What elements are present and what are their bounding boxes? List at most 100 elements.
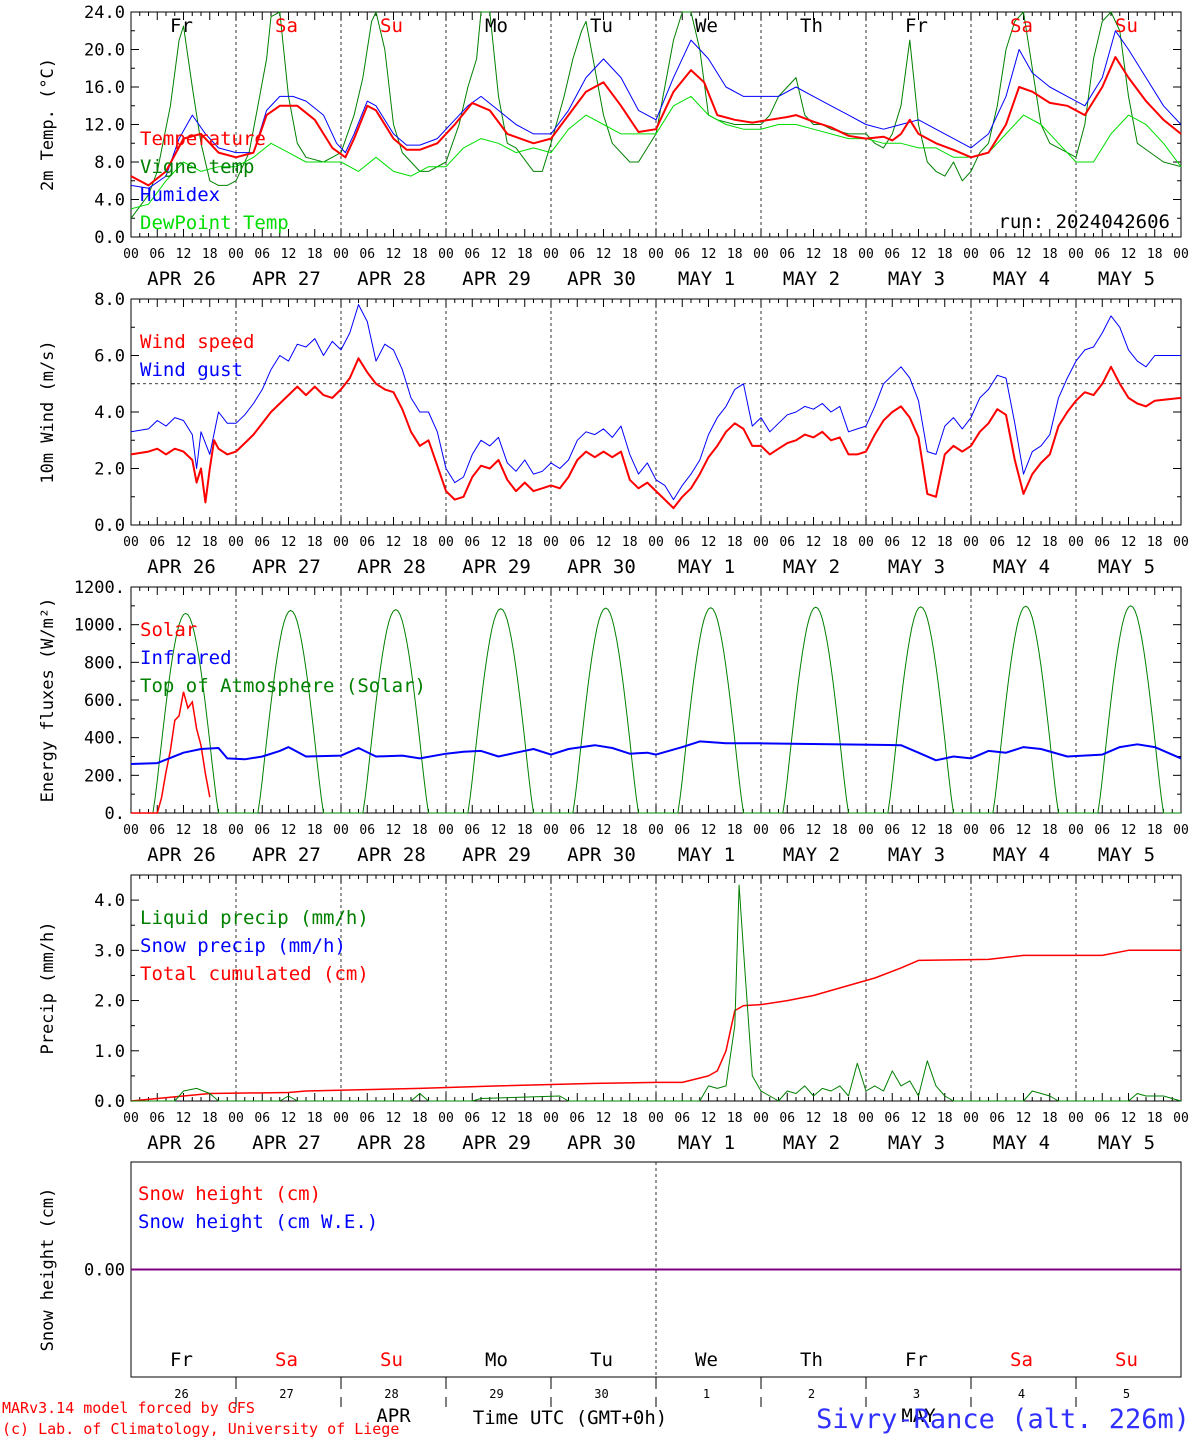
date-label: MAY 4: [993, 556, 1050, 578]
hour-label: 06: [569, 823, 585, 838]
hour-label: 06: [464, 535, 480, 550]
hour-label: 12: [1016, 247, 1032, 262]
day-of-week-label: Sa: [1010, 15, 1033, 37]
y-tick-label: 0.00: [84, 1261, 125, 1281]
hour-label: 00: [753, 823, 769, 838]
month-label-apr: APR: [376, 1405, 411, 1427]
hour-label: 00: [1173, 823, 1189, 838]
hour-label: 06: [674, 535, 690, 550]
y-tick-label: 12.0: [84, 116, 125, 136]
panel-precip: 00 06 12 18 00 06 12 18 00 06 12 18 00 06 12 18 00 06 12 18…: [38, 874, 1189, 1154]
hour-label: 18: [937, 823, 953, 838]
hour-label: 12: [1121, 535, 1137, 550]
hour-label: 18: [1042, 823, 1058, 838]
legend-label: Top of Atmosphere (Solar): [140, 675, 426, 697]
date-label: APR 28: [357, 844, 426, 866]
y-axis-label: Precip (mm/h): [38, 921, 58, 1054]
hour-label: 06: [569, 1111, 585, 1126]
hour-label: 06: [1094, 1111, 1110, 1126]
legend-label: Wind speed: [140, 331, 254, 353]
hour-label: 00: [753, 535, 769, 550]
hour-label: 12: [596, 535, 612, 550]
hour-label: 06: [1094, 823, 1110, 838]
hour-label: 00: [648, 1111, 664, 1126]
hour-label: 00: [963, 535, 979, 550]
hour-label: 18: [307, 535, 323, 550]
legend-label: DewPoint Temp: [140, 212, 289, 234]
date-label: APR 26: [147, 844, 216, 866]
date-label: MAY 2: [783, 556, 840, 578]
hour-label: 12: [386, 535, 402, 550]
hour-label: 00: [438, 535, 454, 550]
bottom-day-number: 5: [1123, 1387, 1130, 1401]
date-label: MAY 2: [783, 268, 840, 290]
hour-label: 00: [228, 1111, 244, 1126]
hour-label: 18: [307, 1111, 323, 1126]
series-line: [130, 30, 1182, 189]
hour-label: 06: [149, 1111, 165, 1126]
hour-label: 00: [333, 823, 349, 838]
bottom-day-number: 26: [174, 1387, 188, 1401]
hour-label: 18: [202, 247, 218, 262]
hour-label: 18: [412, 247, 428, 262]
hour-label: 00: [333, 247, 349, 262]
hour-label: 12: [386, 823, 402, 838]
hour-label: 18: [832, 247, 848, 262]
bottom-day-number: 4: [1018, 1387, 1025, 1401]
hour-label: 00: [543, 1111, 559, 1126]
hour-label: 06: [674, 823, 690, 838]
date-label: MAY 1: [678, 556, 735, 578]
date-label: APR 30: [567, 844, 636, 866]
date-label: APR 28: [357, 268, 426, 290]
hour-label: 12: [911, 1111, 927, 1126]
hour-label: 12: [911, 535, 927, 550]
bottom-day-of-week-label: We: [695, 1349, 718, 1371]
model-credit: MARv3.14 model forced by GFS: [2, 1399, 255, 1417]
date-label: APR 27: [252, 1132, 321, 1154]
hour-label: 06: [989, 247, 1005, 262]
legend-label: Humidex: [140, 184, 220, 206]
date-label: MAY 2: [783, 1132, 840, 1154]
day-of-week-label: We: [695, 15, 718, 37]
hour-label: 18: [937, 1111, 953, 1126]
day-of-week-label: Su: [1115, 15, 1138, 37]
y-tick-label: 6.0: [94, 347, 125, 367]
hour-label: 00: [123, 1111, 139, 1126]
hour-label: 12: [176, 823, 192, 838]
hour-label: 00: [333, 1111, 349, 1126]
hour-label: 12: [1016, 823, 1032, 838]
date-label: MAY 4: [993, 268, 1050, 290]
hour-label: 06: [674, 247, 690, 262]
hour-label: 18: [832, 1111, 848, 1126]
legend-label: Wind gust: [140, 359, 243, 381]
bottom-day-of-week-label: Tu: [590, 1349, 613, 1371]
hour-label: 12: [701, 1111, 717, 1126]
hour-label: 00: [858, 1111, 874, 1126]
hour-label: 18: [412, 823, 428, 838]
series-line: [130, 357, 1182, 510]
series-line: [130, 304, 1181, 501]
hour-label: 12: [1121, 247, 1137, 262]
date-label: APR 26: [147, 556, 216, 578]
y-tick-label: 0.0: [94, 228, 125, 248]
hour-label: 06: [989, 1111, 1005, 1126]
date-label: MAY 1: [678, 844, 735, 866]
hour-label: 06: [149, 247, 165, 262]
y-tick-label: 24.0: [84, 3, 125, 23]
hour-label: 06: [779, 1111, 795, 1126]
hour-label: 00: [123, 247, 139, 262]
hour-label: 12: [596, 1111, 612, 1126]
panel-snow: 0.00 Snow height (cm) Snow height (cm) Snow…: [38, 1161, 1182, 1407]
day-of-week-label: Mo: [485, 15, 508, 37]
hour-label: 12: [176, 1111, 192, 1126]
hour-label: 18: [622, 1111, 638, 1126]
legend-label: Temperature: [140, 128, 266, 150]
date-label: APR 29: [462, 556, 531, 578]
hour-label: 06: [779, 823, 795, 838]
date-label: MAY 3: [888, 556, 945, 578]
hour-label: 00: [228, 247, 244, 262]
day-of-week-label: Th: [800, 15, 823, 37]
y-tick-label: 3.0: [94, 941, 125, 961]
bottom-day-of-week-label: Sa: [1010, 1349, 1033, 1371]
